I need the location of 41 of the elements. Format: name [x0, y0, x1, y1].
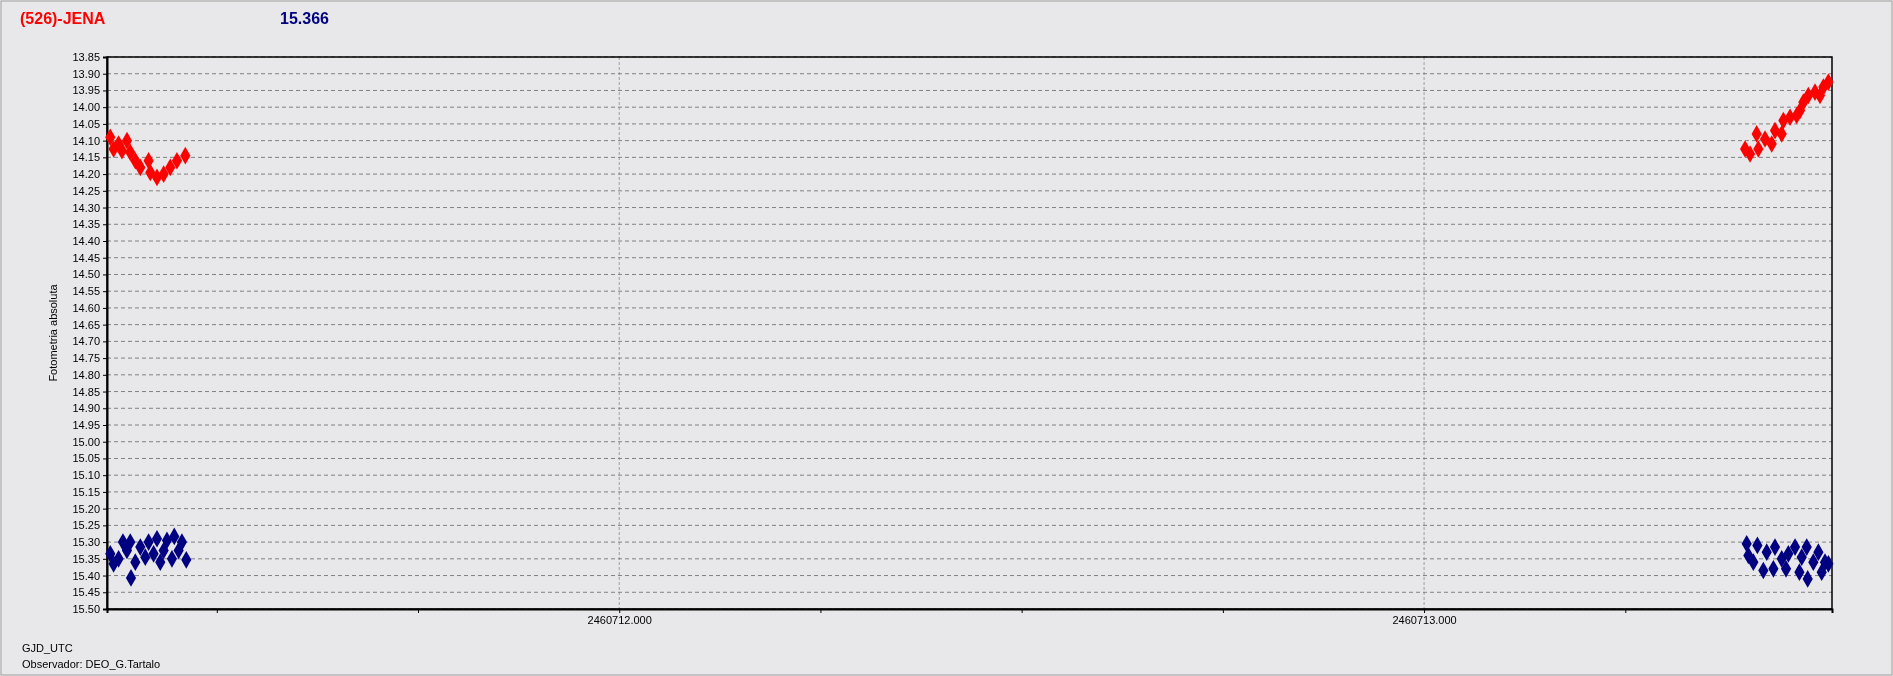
y-tick-label: 15.15 [72, 485, 100, 498]
y-tick-label: 13.95 [72, 84, 100, 97]
y-tick-label: 15.35 [72, 552, 100, 565]
y-tick-label: 15.25 [72, 519, 100, 532]
y-tick-label: 14.75 [72, 352, 100, 365]
y-tick-label: 15.30 [72, 536, 100, 549]
y-tick-label: 14.80 [72, 368, 100, 381]
y-tick-label: 14.70 [72, 335, 100, 348]
y-axis-title: Fotometria absoluta [47, 283, 59, 382]
y-tick-label: 15.50 [72, 603, 100, 616]
y-tick-label: 14.60 [72, 301, 100, 314]
y-tick-label: 13.90 [72, 67, 100, 80]
y-tick-label: 14.35 [72, 218, 100, 231]
y-tick-label: 15.20 [72, 502, 100, 515]
y-tick-label: 15.10 [72, 469, 100, 482]
y-tick-label: 15.40 [72, 569, 100, 582]
text: Observador: DEO_G.Tartalo [22, 658, 161, 670]
y-tick-label: 15.00 [72, 435, 100, 448]
y-tick-label: 15.05 [72, 452, 100, 465]
y-tick-label: 14.10 [72, 134, 100, 147]
y-tick-label: 14.50 [72, 268, 100, 281]
x-tick-label: 2460713.000 [1392, 613, 1457, 626]
y-tick-label: 13.85 [72, 51, 100, 64]
y-tick-label: 14.95 [72, 419, 100, 432]
y-tick-label: 14.15 [72, 151, 100, 164]
chart-title: (526)-JENA [20, 10, 106, 27]
y-tick-label: 15.45 [72, 586, 100, 599]
chart-subtitle: 15.366 [280, 10, 330, 27]
y-tick-label: 14.25 [72, 184, 100, 197]
y-tick-label: 14.20 [72, 168, 100, 181]
y-tick-label: 14.85 [72, 385, 100, 398]
y-tick-label: 14.55 [72, 285, 100, 298]
x-tick-label: 2460712.000 [587, 613, 652, 626]
x-axis-title: GJD_UTC [22, 642, 73, 654]
y-tick-label: 14.65 [72, 318, 100, 331]
y-tick-label: 14.90 [72, 402, 100, 415]
y-tick-label: 14.30 [72, 201, 100, 214]
y-tick-label: 14.45 [72, 251, 100, 264]
y-tick-label: 14.00 [72, 101, 100, 114]
y-tick-label: 14.40 [72, 235, 100, 248]
y-tick-label: 14.05 [72, 117, 100, 130]
